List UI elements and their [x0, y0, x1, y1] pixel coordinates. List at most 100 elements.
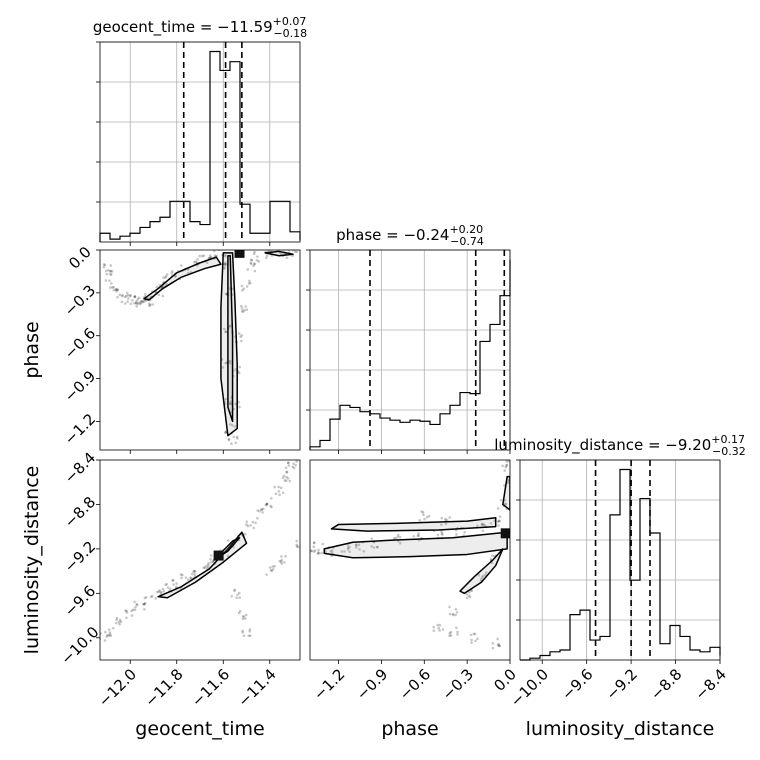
sample-dot	[110, 270, 114, 273]
sample-dot	[279, 560, 283, 564]
sample-dot	[109, 286, 112, 289]
sample-dot	[155, 590, 159, 594]
sample-point	[179, 573, 193, 581]
sample-point	[448, 626, 459, 638]
sample-dot	[243, 617, 247, 620]
sample-dot	[127, 297, 130, 300]
sample-dot	[477, 573, 481, 577]
sample-dot	[248, 628, 252, 631]
title-plus: +0.07	[273, 15, 307, 28]
sample-dot	[129, 302, 133, 306]
sample-dot	[154, 597, 157, 600]
sample-dot	[491, 646, 495, 650]
sample-dot	[193, 569, 197, 573]
sample-dot	[292, 466, 296, 470]
sample-dot	[205, 261, 209, 265]
sample-dot	[312, 541, 316, 545]
sample-dot	[109, 264, 113, 267]
sample-point	[281, 474, 292, 483]
sample-dot	[331, 549, 334, 552]
density-peak	[234, 250, 245, 258]
sample-dot	[209, 554, 213, 557]
sample-dot	[499, 498, 503, 502]
sample-point	[448, 605, 459, 617]
x-tick-label: −11.6	[188, 665, 233, 710]
sample-dot	[470, 638, 473, 642]
sample-point	[133, 600, 146, 612]
sample-dot	[417, 534, 421, 537]
sample-dot	[423, 517, 426, 521]
sample-dot	[241, 309, 244, 313]
sample-dot	[235, 437, 239, 440]
sample-dot	[481, 529, 485, 533]
sample-dot	[316, 552, 320, 555]
sample-dot	[265, 573, 268, 576]
sample-dot	[253, 262, 256, 265]
sample-dot	[444, 517, 447, 521]
sample-dot	[166, 586, 170, 589]
sample-dot	[507, 480, 510, 484]
sample-dot	[222, 327, 226, 331]
sample-dot	[244, 305, 248, 308]
sample-dot	[115, 288, 118, 291]
sample-dot	[108, 631, 112, 634]
sample-dot	[286, 461, 290, 465]
sample-dot	[286, 477, 290, 480]
sample-dot	[489, 558, 493, 561]
sample-dot	[151, 594, 154, 598]
sample-dot	[193, 572, 197, 576]
sample-dot	[233, 425, 237, 428]
sample-dot	[278, 493, 281, 497]
sample-point	[432, 623, 445, 632]
sample-dot	[432, 625, 436, 629]
sample-dot	[505, 464, 508, 467]
sample-dot	[108, 270, 112, 273]
sample-dot	[159, 592, 163, 595]
sample-dot	[213, 254, 217, 258]
sample-dot	[265, 254, 269, 257]
sample-dot	[448, 605, 451, 609]
sample-dot	[496, 520, 500, 523]
sample-dot	[270, 505, 273, 509]
contour-1	[323, 531, 508, 559]
sample-dot	[288, 457, 291, 460]
sample-dot	[300, 544, 303, 547]
sample-dot	[208, 256, 211, 260]
sample-point	[222, 261, 228, 270]
sample-dot	[469, 633, 473, 637]
sample-dot	[148, 304, 151, 308]
sample-dot	[106, 633, 109, 637]
sample-dot	[507, 460, 510, 463]
sample-dot	[264, 503, 268, 507]
sample-dot	[265, 256, 268, 260]
sample-dot	[498, 519, 501, 523]
sample-dot	[372, 546, 376, 549]
y-tick-label: 0.0	[65, 243, 95, 273]
sample-dot	[125, 616, 128, 620]
sample-dot	[270, 569, 274, 573]
sample-dot	[285, 471, 289, 474]
sample-dot	[228, 423, 232, 426]
sample-dot	[448, 516, 451, 519]
sample-dot	[139, 301, 143, 304]
sample-dot	[449, 630, 453, 634]
contour-1	[143, 256, 222, 301]
sample-dot	[394, 536, 398, 540]
sample-dot	[112, 285, 115, 289]
sample-dot	[438, 629, 441, 632]
sample-dot	[161, 587, 165, 591]
sample-dot	[396, 533, 400, 537]
sample-dot	[312, 541, 316, 544]
sample-dot	[203, 566, 207, 569]
sample-dot	[250, 258, 254, 262]
sample-dot	[228, 325, 231, 328]
sample-dot	[136, 302, 140, 306]
sample-dot	[109, 634, 112, 638]
histogram-phase: phase = −0.24+0.20 −0.74	[306, 223, 511, 451]
sample-dot	[125, 611, 129, 614]
y-tick-label: −8.8	[61, 493, 99, 531]
sample-dot	[448, 612, 452, 616]
sample-point	[340, 543, 351, 554]
sample-dot	[194, 260, 198, 263]
sample-dot	[224, 292, 228, 296]
